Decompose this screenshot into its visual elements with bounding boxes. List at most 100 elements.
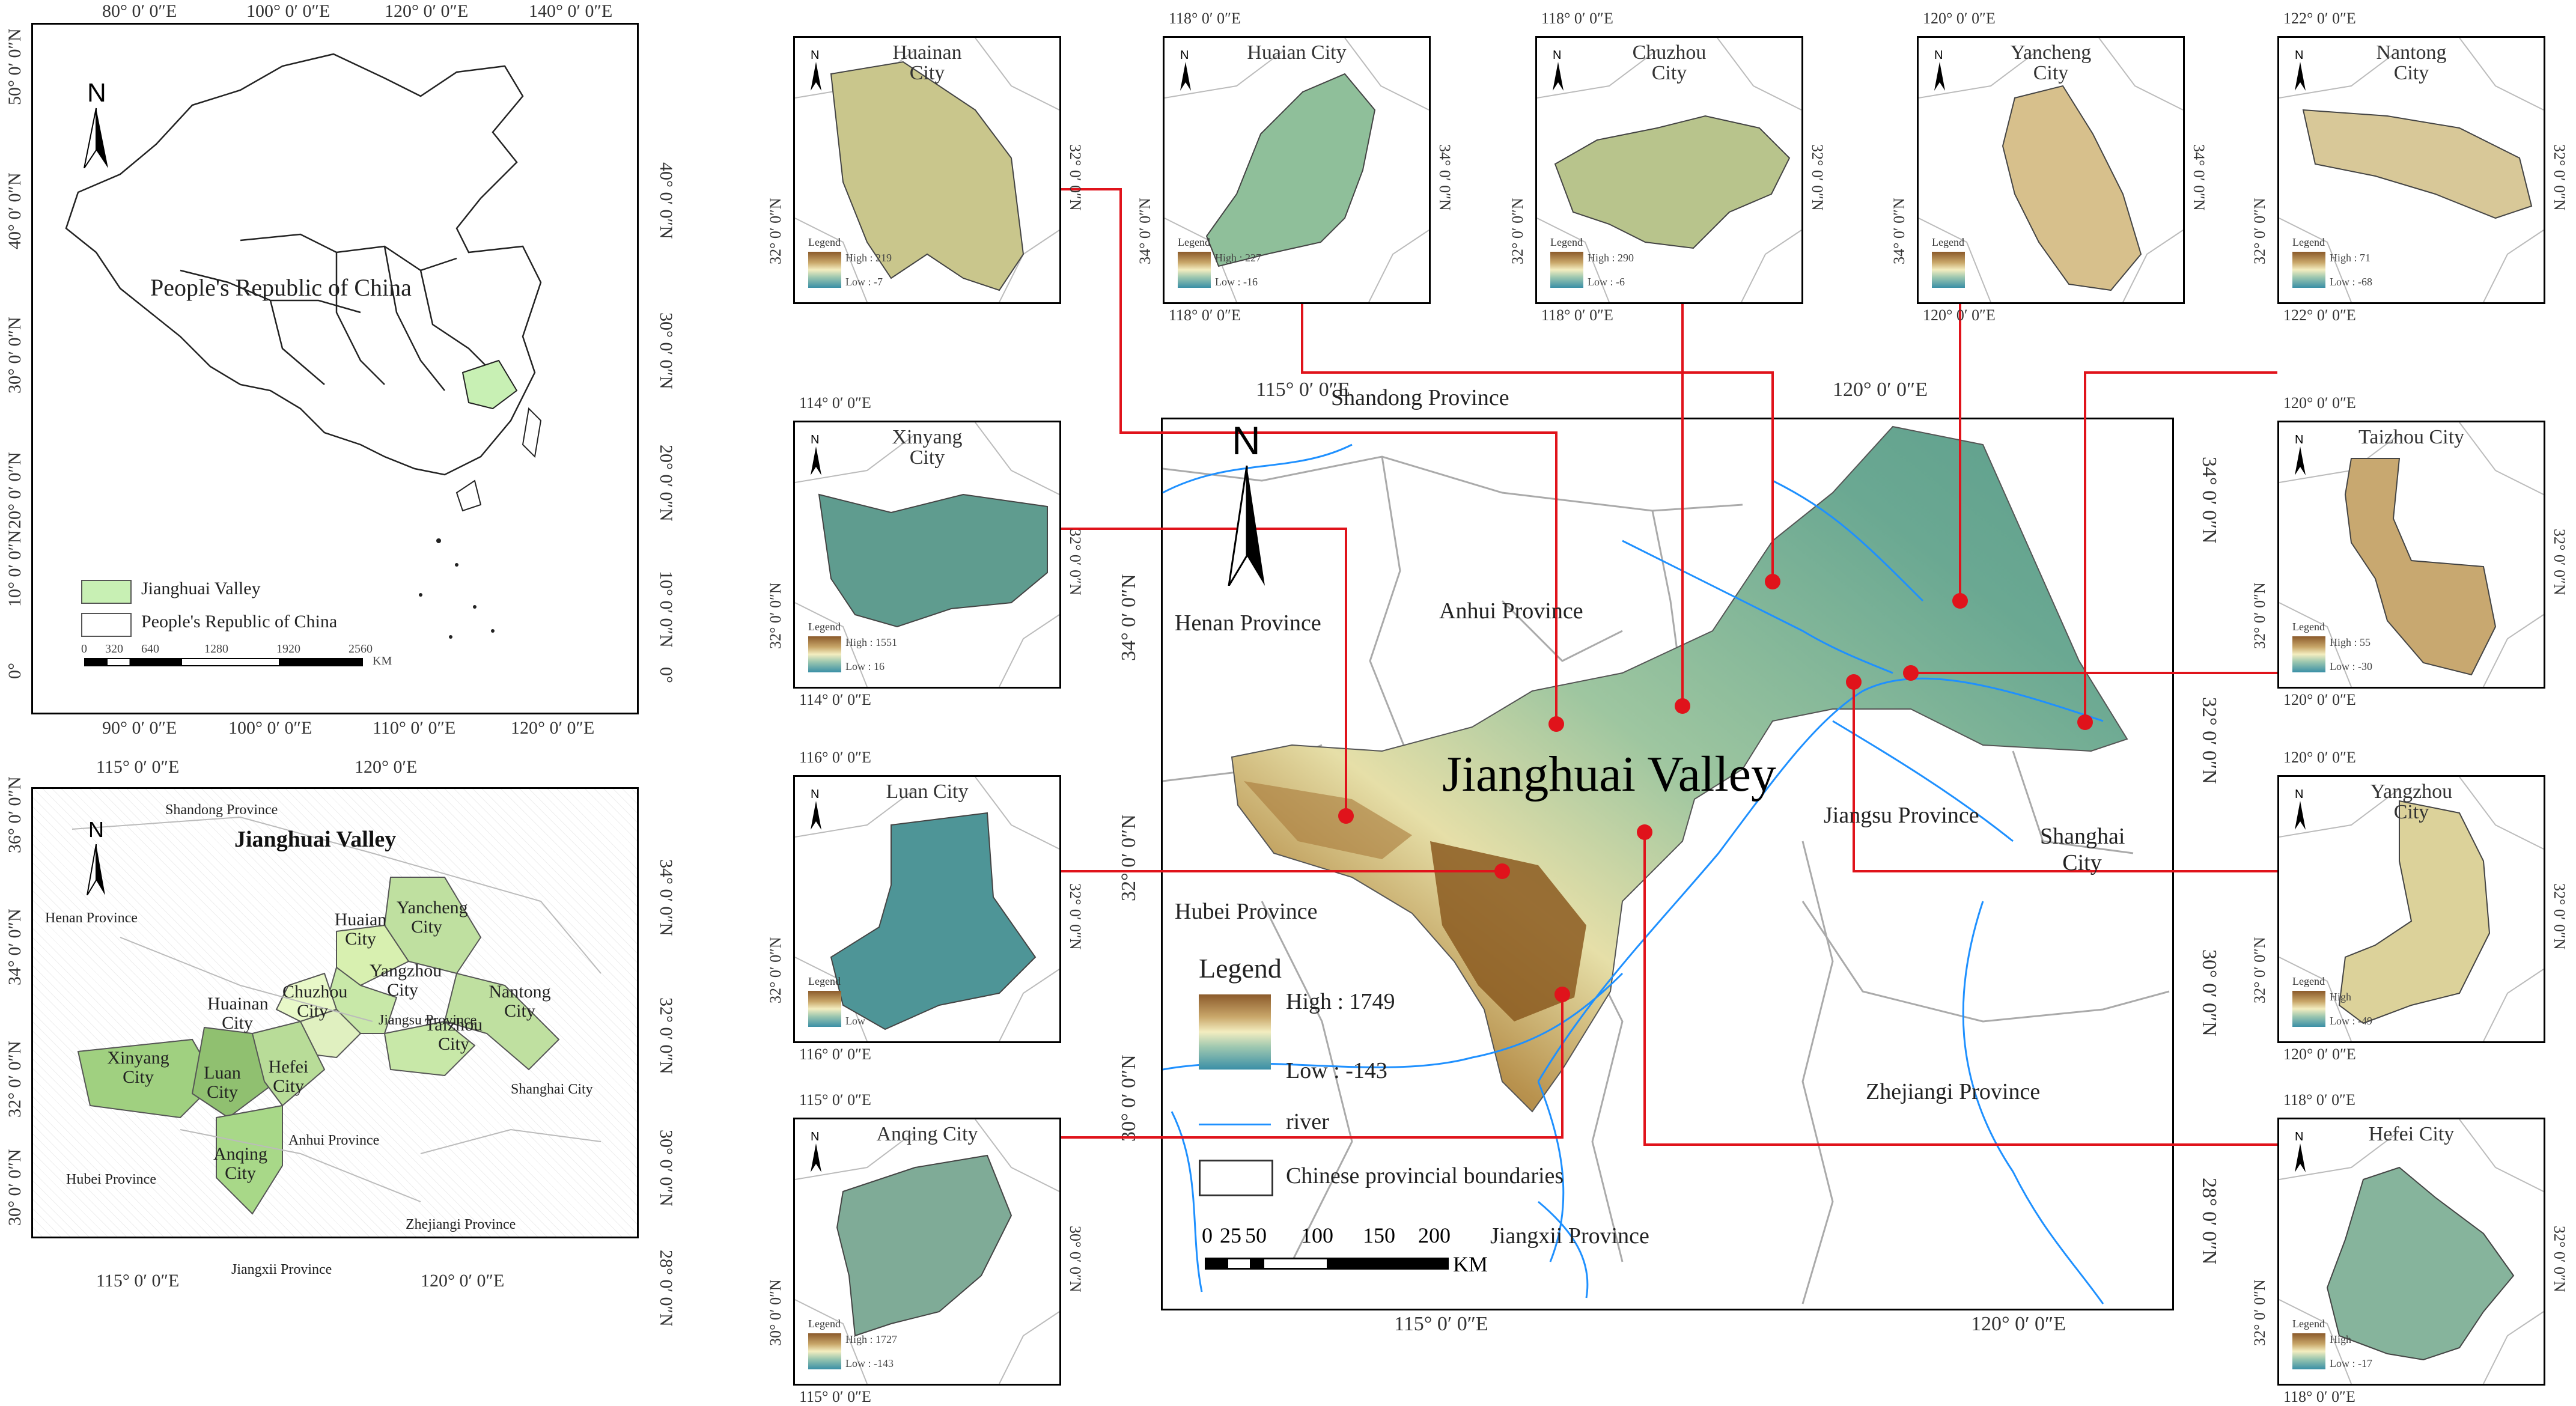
north-arrow-anqing: N — [808, 1130, 826, 1172]
city-inset-anqing: N Anqing City Legend High : 1727 Low : -143 — [793, 1118, 1061, 1386]
city-bottom-tick-hefei: 118° 0′ 0″E — [2283, 1388, 2355, 1405]
overview-scale-4: 1920 — [276, 642, 300, 656]
city-legend-low-hefei: Low : -17 — [2330, 1357, 2372, 1369]
main-scale-5: 200 — [1418, 1223, 1451, 1247]
main-scale-1: 25 — [1220, 1223, 1241, 1247]
overview-north-arrow: N — [75, 78, 123, 168]
regional-city-chuzhou: Chuzhou City — [282, 982, 348, 1021]
main-bottom-tick-2: 120° 0′ 0″E — [1971, 1313, 2066, 1335]
main-legend-boundary: Chinese provincial boundaries — [1286, 1163, 1564, 1188]
regional-left-tick-4: 30° 0′ 0″N — [5, 1149, 25, 1226]
city-legend-nantong: Legend High : 71 Low : -68 — [2292, 236, 2372, 288]
overview-right-tick-4: 10° 0′ 0″N — [656, 571, 676, 648]
overview-scale-0: 0 — [81, 642, 87, 656]
legend-swatch-china — [81, 613, 132, 637]
city-legend-low-huaian: Low : -16 — [1215, 276, 1258, 288]
main-scale-3: 100 — [1301, 1223, 1333, 1247]
main-legend-low: Low : -143 — [1286, 1058, 1387, 1083]
city-bottom-tick-anqing: 115° 0′ 0″E — [799, 1388, 871, 1405]
city-title-huainan: Huainan City — [892, 41, 962, 84]
city-right-tick-yangzhou: 32° 0′ 0″N — [2551, 883, 2568, 950]
city-legend-taizhou: Legend High : 55 Low : -30 — [2292, 621, 2372, 672]
overview-scale-unit: KM — [373, 654, 392, 668]
city-right-tick-xinyang: 32° 0′ 0″N — [1067, 529, 1084, 595]
city-inset-yancheng: N Yancheng City Legend — [1917, 36, 2185, 304]
north-arrow-yangzhou: N — [2292, 788, 2310, 830]
city-right-tick-huaian: 34° 0′ 0″N — [1436, 144, 1454, 211]
regional-bottom-tick-1: 115° 0′ 0″E — [96, 1271, 180, 1291]
overview-bottom-tick-2: 100° 0′ 0″E — [228, 718, 312, 738]
legend-swatch-valley — [81, 580, 132, 604]
main-title: Jianghuai Valley — [1442, 746, 1777, 802]
main-legend-river-swatch — [1199, 1124, 1271, 1125]
main-left-tick-2: 32° 0′ 0″N — [1118, 814, 1140, 901]
overview-right-tick-5: 0° — [656, 667, 676, 683]
overview-left-tick-1: 50° 0′ 0″N — [5, 28, 25, 105]
regional-right-tick-4: 28° 0′ 0″N — [656, 1250, 676, 1327]
regional-province-henan: Henan Province — [45, 910, 138, 926]
city-left-tick-hefei: 32° 0′ 0″N — [2251, 1279, 2268, 1346]
city-bottom-tick-yangzhou: 120° 0′ 0″E — [2283, 1045, 2356, 1063]
main-province-henan: Henan Province — [1175, 610, 1321, 636]
overview-top-tick-2: 100° 0′ 0″E — [246, 1, 330, 21]
north-arrow-huainan: N — [808, 49, 826, 91]
regional-province-anhui: Anhui Province — [288, 1133, 380, 1148]
main-right-tick-1: 34° 0′ 0″N — [2198, 457, 2220, 544]
city-inset-huainan: N Huainan City Legend High : 219 Low : -7 — [793, 36, 1061, 304]
city-inset-yangzhou: N Yangzhou City Legend High Low : -49 — [2277, 775, 2545, 1043]
regional-city-huainan: Huainan City — [207, 994, 269, 1033]
city-legend-high-chuzhou: High : 290 — [1588, 252, 1634, 264]
overview-bottom-tick-4: 120° 0′ 0″E — [511, 718, 595, 738]
regional-north-arrow: N — [81, 817, 117, 895]
north-arrow-taizhou: N — [2292, 433, 2310, 475]
city-legend-low-huainan: Low : -7 — [845, 276, 883, 288]
city-bottom-tick-xinyang: 114° 0′ 0″E — [799, 691, 871, 708]
main-legend-title: Legend — [1199, 953, 1282, 984]
city-inset-taizhou: N Taizhou City Legend High : 55 Low : -30 — [2277, 421, 2545, 689]
overview-scale-1: 320 — [105, 642, 123, 656]
city-title-chuzhou: Chuzhou City — [1632, 41, 1707, 84]
main-scale-0: 0 — [1202, 1223, 1213, 1247]
overview-left-tick-6: 0° — [5, 663, 25, 679]
regional-bottom-tick-2: 120° 0′ 0″E — [421, 1271, 505, 1291]
north-arrow-yancheng: N — [1932, 49, 1950, 91]
main-left-tick-1: 34° 0′ 0″N — [1118, 574, 1140, 661]
main-north-label: N — [1232, 418, 1261, 463]
city-left-tick-luan: 32° 0′ 0″N — [767, 937, 784, 1003]
city-shape-nantong — [2279, 38, 2544, 302]
main-scale-unit: KM — [1453, 1252, 1488, 1276]
city-title-anqing: Anqing City — [876, 1123, 978, 1145]
city-shape-taizhou — [2279, 422, 2544, 687]
main-province-shandong: Shandong Province — [1331, 385, 1509, 410]
regional-province-jiangsu: Jiangsu Province — [379, 1012, 477, 1028]
main-province-anhui: Anhui Province — [1439, 598, 1583, 624]
city-shape-xinyang — [795, 422, 1059, 687]
city-right-tick-taizhou: 32° 0′ 0″N — [2551, 529, 2568, 595]
city-shape-huaian — [1165, 38, 1429, 302]
city-top-tick-yancheng: 120° 0′ 0″E — [1923, 10, 1996, 27]
north-arrow-hefei: N — [2292, 1130, 2310, 1172]
regional-left-tick-3: 32° 0′ 0″N — [5, 1041, 25, 1118]
overview-scale-2: 640 — [141, 642, 159, 656]
city-shape-yangzhou — [2279, 777, 2544, 1041]
north-arrow-huaian: N — [1178, 49, 1196, 91]
city-left-tick-huaian: 34° 0′ 0″N — [1136, 198, 1154, 264]
regional-province-zhejiang: Zhejiangi Province — [406, 1217, 516, 1232]
city-legend-chuzhou: Legend High : 290 Low : -6 — [1550, 236, 1634, 288]
city-legend-yangzhou: Legend High Low : -49 — [2292, 975, 2372, 1027]
overview-frame — [31, 23, 639, 714]
regional-left-tick-2: 34° 0′ 0″N — [5, 908, 25, 985]
city-inset-xinyang: N Xinyang City Legend High : 1551 Low : 16 — [793, 421, 1061, 689]
city-legend-low-taizhou: Low : -30 — [2330, 660, 2372, 672]
city-legend-hefei: Legend High Low : -17 — [2292, 1318, 2372, 1369]
regional-city-hefei: Hefei City — [268, 1057, 309, 1096]
overview-top-tick-4: 140° 0′ 0″E — [529, 1, 613, 21]
city-bottom-tick-huaian: 118° 0′ 0″E — [1169, 306, 1241, 324]
city-title-hefei: Hefei City — [2368, 1123, 2455, 1145]
city-legend-low-anqing: Low : -143 — [845, 1357, 894, 1369]
city-top-tick-huaian: 118° 0′ 0″E — [1169, 10, 1241, 27]
regional-title: Jianghuai Valley — [234, 827, 397, 852]
city-left-tick-yancheng: 34° 0′ 0″N — [1890, 198, 1908, 264]
city-top-tick-chuzhou: 118° 0′ 0″E — [1541, 10, 1613, 27]
city-title-xinyang: Xinyang City — [892, 426, 963, 469]
